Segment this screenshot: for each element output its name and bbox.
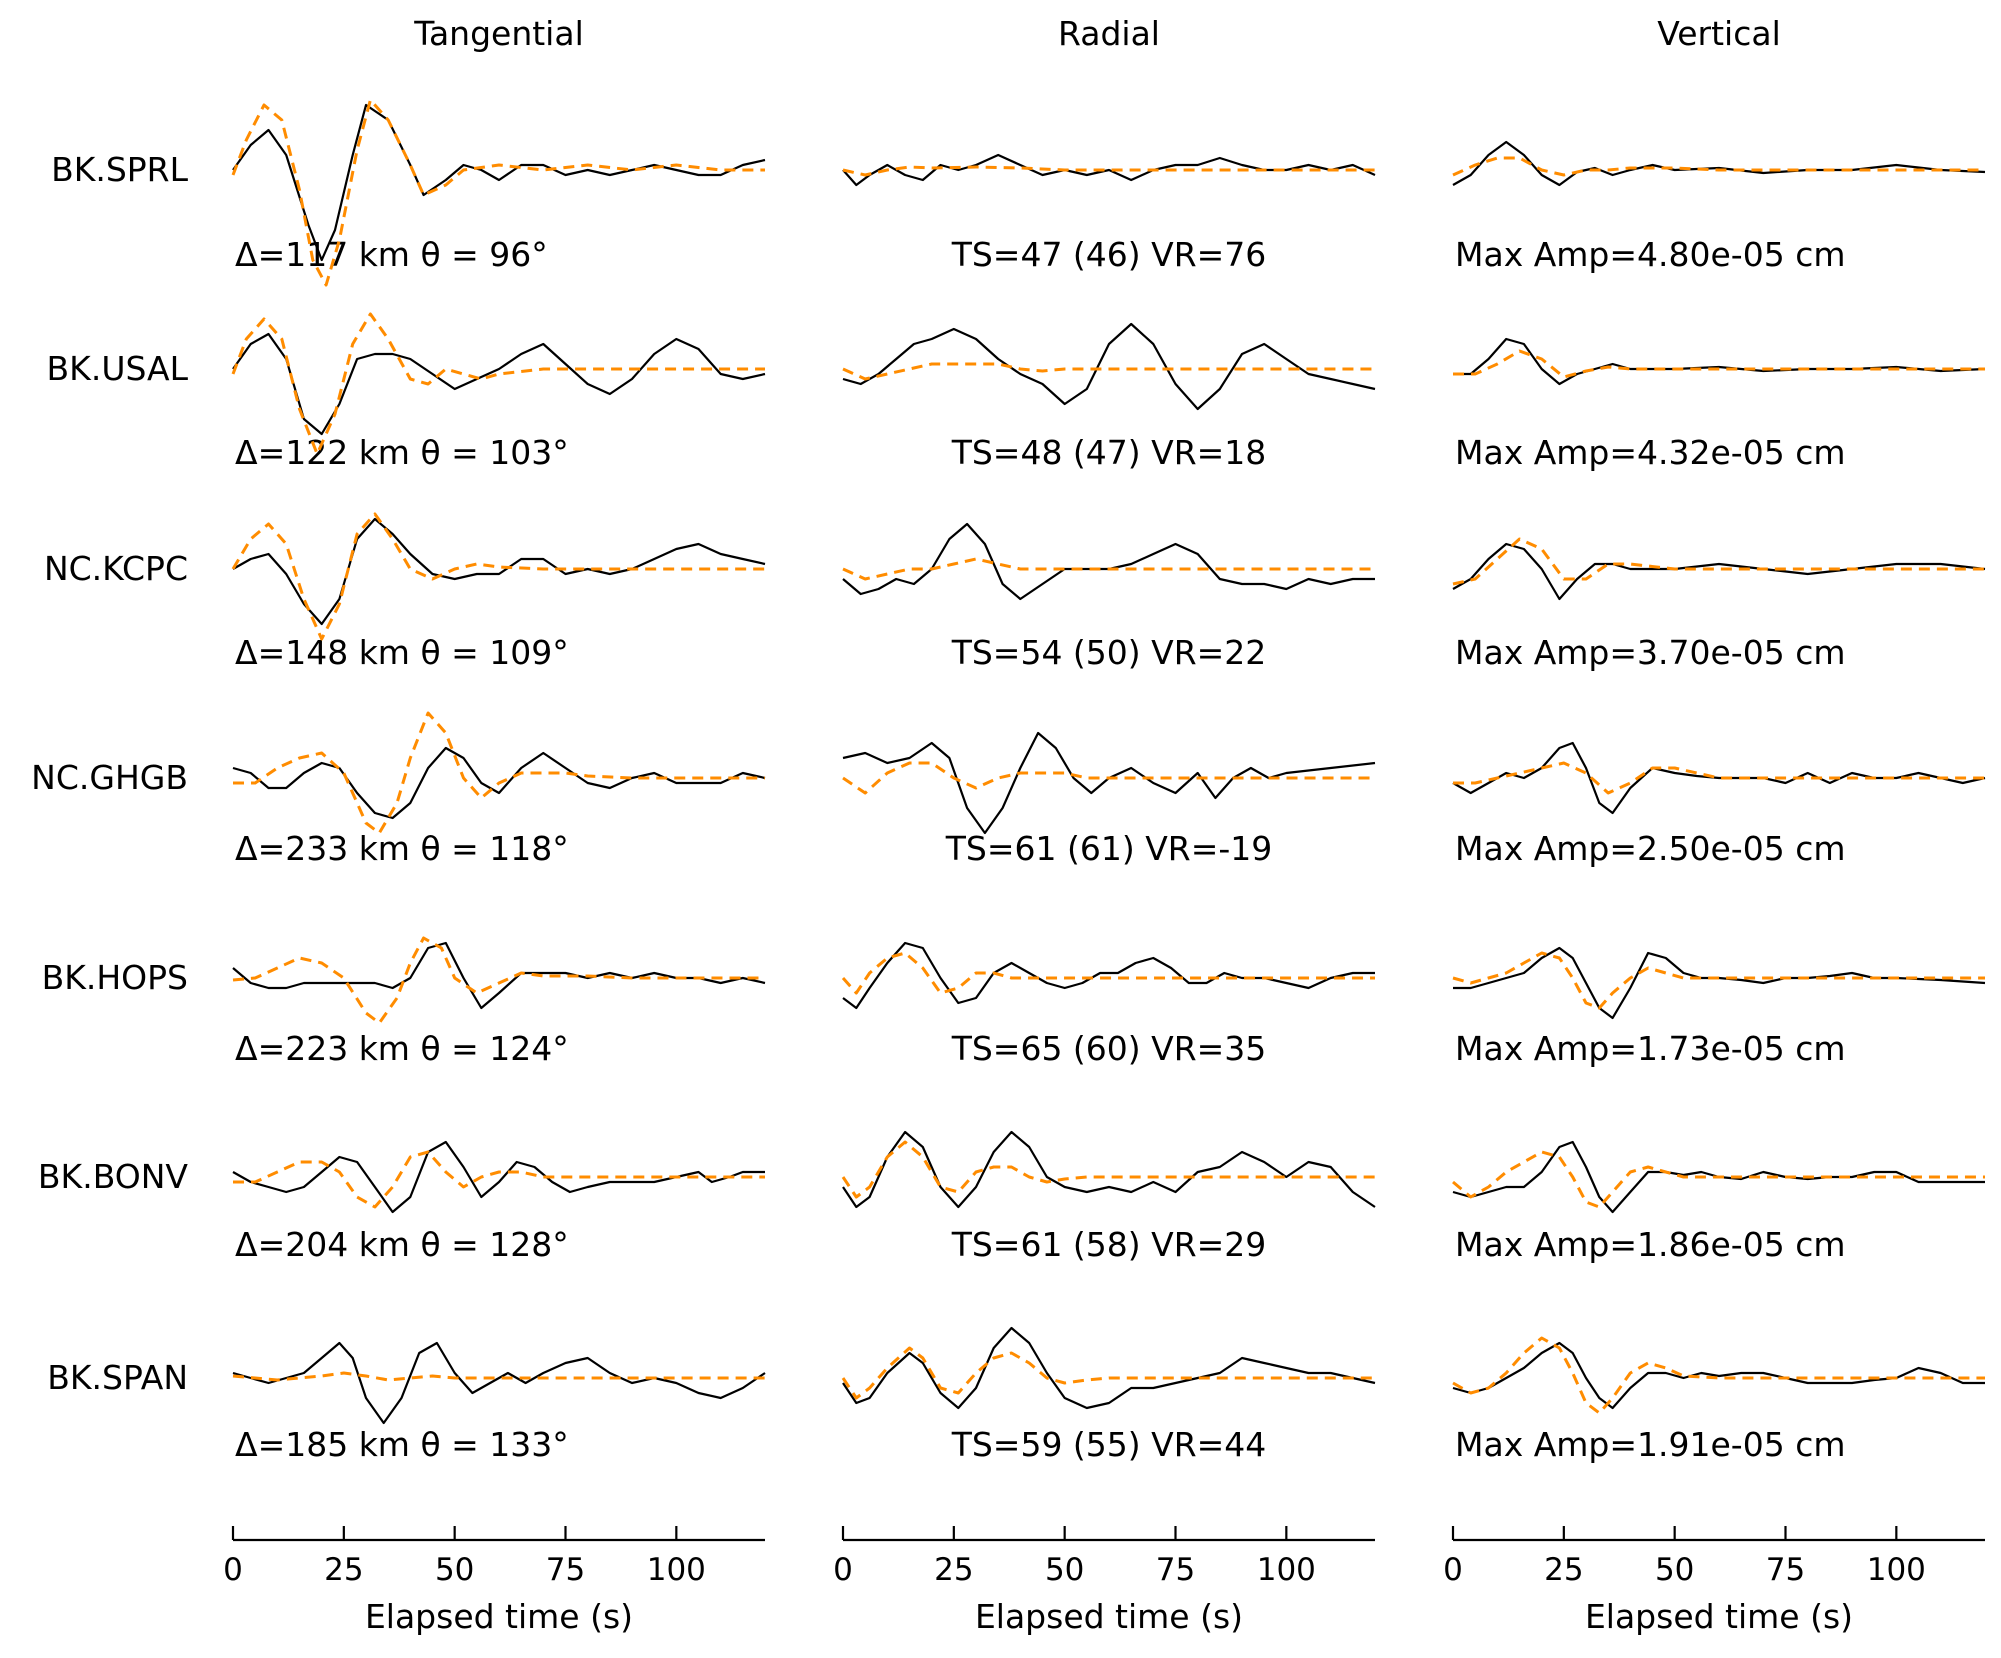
column-title-radial: Radial: [1058, 14, 1160, 53]
synthetic-trace-vertical: [1452, 156, 1985, 177]
observed-trace-vertical: [1452, 542, 1986, 601]
synthetic-trace-vertical: [1452, 951, 1985, 1010]
tangential-info-text: Δ=185 km θ = 133°: [235, 1425, 569, 1464]
radial-info-text: TS=54 (50) VR=22: [951, 633, 1267, 672]
synthetic-trace-tangential: [233, 711, 765, 835]
radial-info-text: TS=65 (60) VR=35: [951, 1029, 1267, 1068]
vertical-info-text: Max Amp=2.50e-05 cm: [1455, 829, 1846, 868]
observed-trace-vertical: [1453, 946, 1986, 1020]
station-label: BK.BONV: [38, 1157, 188, 1196]
synthetic-trace-vertical: [1452, 1336, 1985, 1415]
vertical-info-text: Max Amp=4.80e-05 cm: [1455, 235, 1846, 274]
x-tick-label: 100: [647, 1552, 706, 1588]
tangential-info-text: Δ=223 km θ = 124°: [235, 1029, 569, 1068]
x-tick-label: 0: [223, 1552, 243, 1588]
observed-trace-radial: [842, 522, 1375, 601]
station-label: NC.KCPC: [44, 549, 188, 588]
x-axis-label: Elapsed time (s): [975, 1597, 1243, 1636]
synthetic-trace-tangential: [231, 512, 765, 641]
observed-trace-radial: [842, 322, 1376, 411]
x-axis-label: Elapsed time (s): [365, 1597, 633, 1636]
synthetic-trace-vertical: [1453, 349, 1985, 379]
observed-trace-tangential: [232, 1341, 766, 1425]
station-label: BK.SPAN: [47, 1358, 188, 1397]
vertical-info-text: Max Amp=4.32e-05 cm: [1455, 433, 1846, 472]
radial-info-text: TS=47 (46) VR=76: [951, 235, 1267, 274]
observed-trace-radial: [842, 731, 1376, 835]
x-tick-label: 0: [1443, 1552, 1463, 1588]
synthetic-trace-vertical: [1452, 1150, 1985, 1209]
vertical-info-text: Max Amp=1.86e-05 cm: [1455, 1225, 1846, 1264]
tangential-info-text: Δ=117 km θ = 96°: [235, 235, 548, 274]
observed-trace-vertical: [1453, 337, 1986, 386]
vertical-info-text: Max Amp=1.73e-05 cm: [1455, 1029, 1846, 1068]
synthetic-trace-radial: [841, 951, 1375, 995]
observed-trace-vertical: [1452, 1341, 1985, 1410]
radial-info-text: TS=59 (55) VR=44: [951, 1425, 1267, 1464]
observed-trace-tangential: [232, 1140, 765, 1214]
observed-trace-vertical: [1452, 1140, 1985, 1214]
x-tick-label: 25: [934, 1552, 973, 1588]
x-tick-label: 25: [324, 1552, 363, 1588]
x-tick-label: 50: [435, 1552, 474, 1588]
x-tick-label: 75: [1766, 1552, 1805, 1588]
observed-trace-tangential: [232, 332, 766, 436]
synthetic-trace-radial: [842, 165, 1375, 177]
tangential-info-text: Δ=122 km θ = 103°: [235, 433, 569, 472]
x-tick-label: 75: [1156, 1552, 1195, 1588]
x-axis-label: Elapsed time (s): [1585, 1597, 1853, 1636]
radial-info-text: TS=61 (58) VR=29: [951, 1225, 1267, 1264]
x-tick-label: 50: [1655, 1552, 1694, 1588]
x-tick-label: 25: [1544, 1552, 1583, 1588]
column-title-vertical: Vertical: [1657, 14, 1781, 53]
synthetic-trace-radial: [842, 557, 1375, 581]
synthetic-trace-tangential: [233, 1150, 765, 1209]
station-label: BK.SPRL: [51, 150, 189, 189]
observed-trace-radial: [842, 941, 1375, 1010]
synthetic-trace-radial: [841, 1140, 1375, 1199]
x-tick-label: 100: [1257, 1552, 1316, 1588]
synthetic-trace-tangential: [232, 1371, 765, 1382]
tangential-info-text: Δ=148 km θ = 109°: [235, 633, 569, 672]
observed-trace-tangential: [232, 103, 766, 262]
radial-info-text: TS=48 (47) VR=18: [951, 433, 1267, 472]
column-title-tangential: Tangential: [413, 14, 584, 53]
x-tick-label: 75: [546, 1552, 585, 1588]
synthetic-trace-vertical: [1452, 537, 1985, 586]
radial-info-text: TS=61 (61) VR=-19: [945, 829, 1273, 868]
synthetic-trace-tangential: [231, 98, 765, 287]
synthetic-trace-tangential: [231, 312, 765, 456]
tangential-info-text: Δ=204 km θ = 128°: [235, 1225, 569, 1264]
synthetic-trace-radial: [841, 1346, 1375, 1400]
station-label: BK.HOPS: [42, 958, 188, 997]
synthetic-trace-radial: [842, 761, 1375, 795]
station-label: BK.USAL: [47, 349, 189, 388]
observed-trace-tangential: [232, 517, 766, 626]
synthetic-trace-tangential: [232, 936, 765, 1025]
vertical-info-text: Max Amp=3.70e-05 cm: [1455, 633, 1846, 672]
observed-trace-radial: [842, 1130, 1376, 1209]
vertical-info-text: Max Amp=1.91e-05 cm: [1455, 1425, 1846, 1464]
tangential-info-text: Δ=233 km θ = 118°: [235, 829, 569, 868]
station-label: NC.GHGB: [31, 758, 188, 797]
observed-trace-vertical: [1452, 140, 1986, 187]
observed-trace-radial: [842, 1326, 1376, 1410]
observed-trace-tangential: [232, 941, 766, 1010]
synthetic-trace-vertical: [1453, 761, 1985, 795]
x-tick-label: 100: [1867, 1552, 1926, 1588]
x-tick-label: 50: [1045, 1552, 1084, 1588]
x-tick-label: 0: [833, 1552, 853, 1588]
